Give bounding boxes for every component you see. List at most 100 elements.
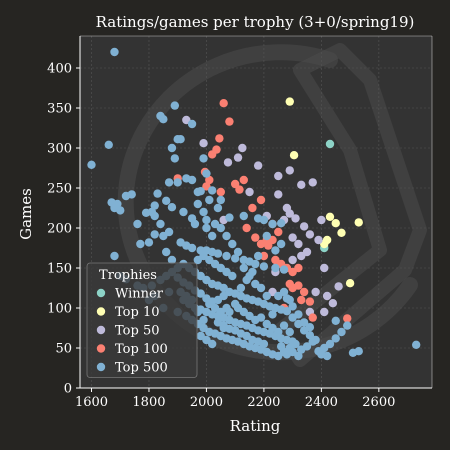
data-point (259, 262, 269, 271)
data-point (228, 239, 237, 249)
legend-box (86, 262, 198, 378)
data-point (331, 334, 340, 343)
data-point (167, 255, 177, 265)
data-point (245, 271, 254, 281)
x-tick-label: 1600 (75, 395, 108, 410)
data-point (110, 47, 119, 57)
data-point (219, 99, 228, 108)
data-point (207, 186, 217, 195)
data-point (253, 161, 263, 170)
data-point (205, 175, 214, 185)
data-point (213, 249, 223, 258)
data-point (167, 203, 177, 212)
data-point (196, 331, 205, 341)
data-point (202, 169, 211, 178)
legend-label: Top 500 (115, 361, 168, 376)
axes (79, 35, 433, 389)
data-point (345, 279, 355, 288)
data-point (239, 263, 248, 273)
legend-label: Top 50 (115, 324, 159, 339)
data-point (251, 259, 260, 269)
data-point (259, 215, 269, 225)
y-tick-label: 250 (47, 182, 72, 197)
data-point (156, 219, 165, 229)
data-point (190, 219, 200, 229)
data-point (282, 307, 292, 316)
data-point (205, 299, 214, 309)
data-point (248, 203, 257, 213)
data-point (334, 282, 343, 291)
data-point (322, 291, 332, 301)
data-point (225, 213, 234, 222)
data-point (187, 175, 197, 185)
data-point (202, 215, 211, 225)
x-tick-label: 2400 (305, 395, 338, 410)
data-point (331, 316, 340, 325)
data-point (288, 302, 297, 311)
data-point (144, 238, 154, 247)
data-point (302, 342, 312, 351)
data-point (311, 287, 320, 297)
data-point (239, 175, 248, 185)
legend-marker (96, 288, 106, 298)
data-point (297, 180, 306, 189)
data-point (276, 342, 286, 351)
data-point (225, 117, 234, 126)
data-point (285, 97, 294, 106)
data-point (274, 327, 283, 337)
x-ticks: 1600 1800 2000 2200 2400 2600 (75, 388, 395, 410)
legend-marker (96, 344, 106, 353)
y-tick-label: 150 (47, 262, 72, 277)
data-point (199, 315, 208, 325)
data-point (317, 350, 326, 359)
data-point (199, 139, 208, 148)
data-point (136, 239, 145, 249)
data-point (314, 235, 323, 245)
y-axis-label: Games (17, 188, 35, 240)
data-point (167, 143, 177, 153)
data-point (233, 247, 243, 257)
data-point (294, 310, 303, 319)
data-point (216, 195, 225, 205)
data-point (215, 134, 224, 143)
data-point (289, 151, 299, 160)
data-point (187, 243, 197, 253)
data-point (173, 178, 182, 187)
data-point (325, 139, 335, 149)
data-point (279, 265, 289, 274)
data-point (238, 143, 247, 153)
data-point (207, 150, 217, 159)
data-point (354, 218, 363, 227)
data-point (176, 135, 185, 144)
data-point (222, 251, 231, 261)
data-point (308, 313, 317, 322)
data-point (253, 251, 263, 261)
data-point (262, 291, 271, 301)
data-point (170, 101, 180, 110)
data-point (216, 187, 225, 197)
data-point (150, 211, 159, 221)
data-point (274, 227, 283, 237)
data-point (133, 219, 142, 229)
data-point (305, 323, 315, 332)
legend-marker (96, 325, 106, 335)
data-point (337, 228, 346, 237)
legend-title: Trophies (99, 268, 157, 283)
x-tick-label: 1800 (132, 395, 165, 410)
data-point (305, 230, 315, 239)
y-tick-label: 0 (64, 382, 72, 397)
data-point (213, 203, 223, 213)
data-point (236, 283, 246, 293)
data-point (205, 195, 214, 205)
x-tick-label: 2200 (247, 395, 280, 410)
y-tick-label: 50 (55, 342, 72, 357)
data-point (162, 196, 171, 205)
data-point (288, 255, 297, 265)
data-point (294, 239, 303, 249)
data-point (193, 187, 203, 197)
data-point (274, 190, 283, 199)
data-point (337, 327, 346, 337)
data-point (262, 231, 271, 241)
data-point (274, 171, 283, 181)
